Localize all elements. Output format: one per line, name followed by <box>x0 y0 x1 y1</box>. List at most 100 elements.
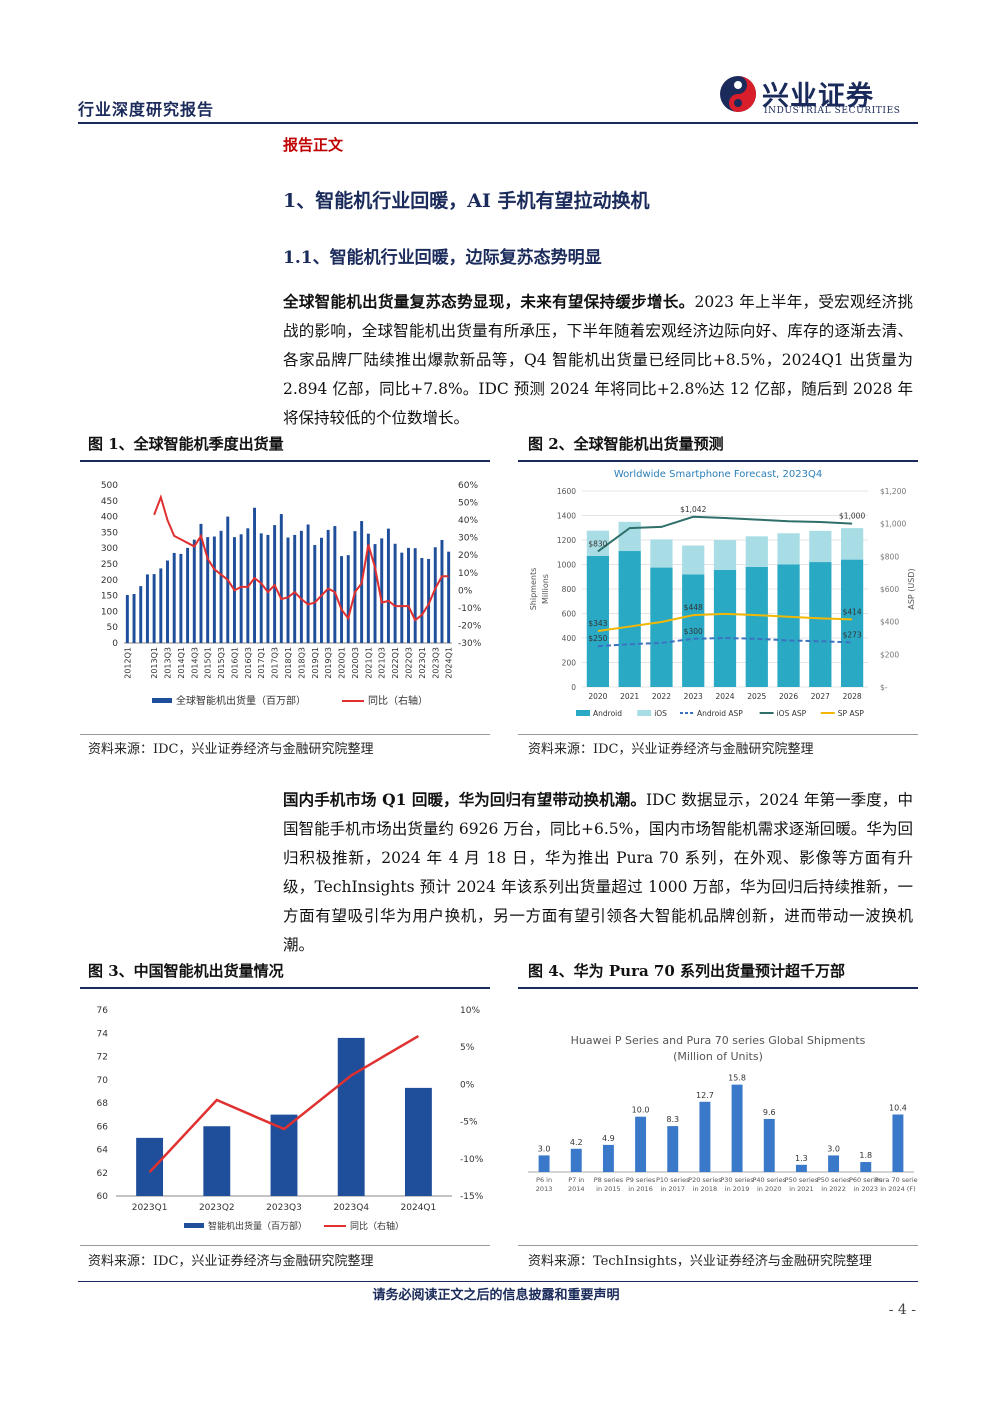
paragraph-2: 国内手机市场 Q1 回暖，华为回归有望带动换机潮。IDC 数据显示，2024 年… <box>283 785 913 960</box>
header-rule <box>78 122 918 124</box>
fig3-source: 资料来源：IDC，兴业证券经济与金融研究院整理 <box>88 1254 374 1269</box>
fig2-title: 图 2、全球智能机出货量预测 <box>528 435 724 453</box>
fig1-x-tick: 2019Q3 <box>324 647 333 679</box>
fig2-ios-bar <box>682 545 705 575</box>
fig1-bar <box>447 551 451 643</box>
fig2-data-label: $250 <box>588 634 607 643</box>
fig2-x-tick: 2023 <box>684 692 703 701</box>
fig4-data-label: 4.2 <box>570 1138 583 1147</box>
fig2-y-left-tick: 800 <box>562 585 577 594</box>
fig4-x-tick-line1: P6 in <box>536 1176 552 1184</box>
fig1-y-left-tick: 50 <box>107 623 119 633</box>
fig3-y-right-tick: 10% <box>460 1006 480 1016</box>
fig4-x-tick-line2: in 2024 (F) <box>880 1185 915 1193</box>
fig4-chart-title: Huawei P Series and Pura 70 series Globa… <box>571 1034 866 1047</box>
fig1-bar <box>166 560 169 643</box>
fig1-bottom-rule <box>80 734 490 735</box>
fig4-x-tick-line1: P40 series <box>752 1176 786 1184</box>
fig3-y-left-tick: 72 <box>97 1053 108 1063</box>
fig1-x-tick: 2016Q3 <box>244 647 253 679</box>
fig1-bar <box>172 552 176 643</box>
fig1-bar <box>253 507 257 643</box>
fig2-android-bar <box>840 559 864 687</box>
fig1-bar <box>433 547 437 643</box>
fig4-source: 资料来源：TechInsights，兴业证券经济与金融研究院整理 <box>528 1254 872 1269</box>
fig4-data-label: 1.3 <box>795 1154 808 1163</box>
fig3-bar <box>404 1087 432 1196</box>
fig3-y-right-tick: -10% <box>460 1155 484 1165</box>
fig1-bar <box>192 539 196 643</box>
fig3-y-right-tick: 0% <box>460 1080 475 1090</box>
fig1-legend-bar-swatch <box>152 698 172 703</box>
fig3-x-tick: 2024Q1 <box>401 1203 437 1213</box>
fig4-x-tick-line2: in 2019 <box>725 1185 750 1193</box>
fig3-y-left-tick: 76 <box>97 1006 109 1016</box>
fig2-android-bar <box>809 562 832 687</box>
fig4-data-label: 12.7 <box>696 1091 714 1100</box>
fig1-bar <box>333 526 337 643</box>
fig4-bar <box>860 1162 872 1172</box>
fig2-y-left-tick: 1000 <box>557 561 576 570</box>
fig1-bar <box>186 547 190 643</box>
footer-rule <box>78 1281 918 1282</box>
fig1-legend-line-label: 同比（右轴） <box>368 694 428 707</box>
fig2-y-left-tick: 400 <box>562 634 577 643</box>
fig1-bar <box>413 548 417 643</box>
fig1-y-left-tick: 300 <box>101 544 118 554</box>
fig1-bar <box>340 556 344 643</box>
fig1-bar <box>132 594 136 643</box>
fig4-bar <box>570 1148 582 1172</box>
fig4-bottom-rule <box>518 1245 918 1246</box>
fig3-y-left-tick: 60 <box>97 1192 109 1202</box>
fig3-x-tick: 2023Q3 <box>266 1203 302 1213</box>
fig1-source: 资料来源：IDC，兴业证券经济与金融研究院整理 <box>88 742 374 757</box>
fig2-data-label: $273 <box>843 630 862 639</box>
section-label: 报告正文 <box>283 136 344 154</box>
fig2-y-left-tick: 1400 <box>557 512 576 521</box>
fig3-bar <box>337 1037 365 1196</box>
fig1-y-left-tick: 500 <box>101 481 118 491</box>
fig4-title: 图 4、华为 Pura 70 系列出货量预计超千万部 <box>528 962 846 980</box>
fig3-x-tick: 2023Q4 <box>333 1203 369 1213</box>
fig1-x-tick: 2022Q3 <box>404 647 413 679</box>
fig1-bar <box>400 552 404 643</box>
fig3-bar <box>136 1137 164 1196</box>
fig4-data-label: 8.3 <box>666 1115 679 1124</box>
fig4-rule <box>518 987 918 989</box>
fig4-bar <box>731 1084 743 1172</box>
fig4-x-tick-line1: P8 series <box>594 1176 624 1184</box>
fig4-x-tick-line2: 2013 <box>536 1185 553 1193</box>
fig3-y-left-tick: 66 <box>97 1122 109 1132</box>
logo-cn-text: 兴业证券 <box>762 81 874 112</box>
fig2-data-label: $1,000 <box>839 512 865 521</box>
fig2-rule <box>518 460 918 462</box>
fig3-y-right-tick: -15% <box>460 1192 484 1202</box>
fig4-x-tick-line1: P20 series <box>688 1176 722 1184</box>
fig1-x-tick: 2013Q3 <box>164 647 173 679</box>
fig1-bar <box>373 544 377 643</box>
fig1-bar <box>380 538 384 643</box>
fig1-x-tick: 2020Q3 <box>351 647 360 679</box>
fig2-android-bar <box>713 570 737 687</box>
fig2-data-label: $300 <box>684 627 703 636</box>
fig4-x-tick-line2: in 2017 <box>660 1185 685 1193</box>
paragraph-1: 全球智能机出货量复苏态势显现，未来有望保持缓步增长。2023 年上半年，受宏观经… <box>283 287 913 433</box>
fig2-y-left-tick: 600 <box>562 610 577 619</box>
fig1-title: 图 1、全球智能机季度出货量 <box>88 435 284 453</box>
fig4-x-tick-line2: 2014 <box>568 1185 585 1193</box>
fig3-y-right-tick: 5% <box>460 1043 475 1053</box>
paragraph-1-body: 2023 年上半年，受宏观经济挑战的影响，全球智能机出货量有所承压，下半年随着宏… <box>283 293 913 427</box>
fig1-bar <box>427 558 431 643</box>
company-logo: 兴业证券 INDUSTRIAL SECURITIES <box>718 72 918 118</box>
page-number: - 4 - <box>888 1302 916 1318</box>
fig4-data-label: 1.8 <box>859 1151 872 1160</box>
fig2-chart: Worldwide Smartphone Forecast, 2023Q4 0 20… <box>529 469 916 718</box>
fig2-ios-bar <box>618 521 641 552</box>
fig1-bar <box>279 514 283 643</box>
fig1-bar <box>407 547 410 643</box>
fig2-android-asp-line <box>597 636 853 648</box>
fig1-y-right-tick: -20% <box>458 621 482 631</box>
fig1-y-right-tick: -30% <box>458 639 482 649</box>
fig1-bar <box>259 533 263 643</box>
fig4-data-label: 4.9 <box>602 1134 615 1143</box>
